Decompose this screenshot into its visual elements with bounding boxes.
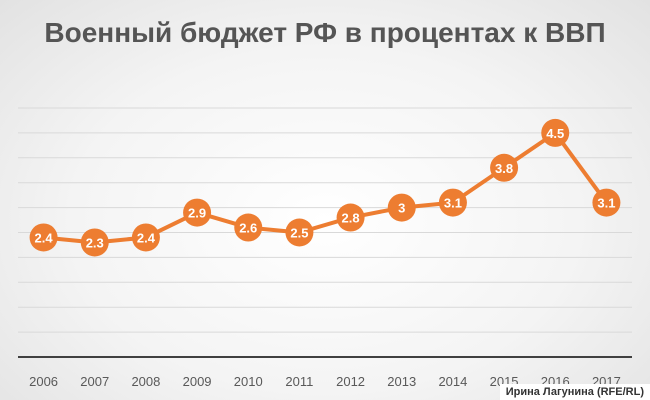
data-point [29,223,58,252]
x-tick-label: 2006 [29,374,58,389]
chart-title: Военный бюджет РФ в процентах к ВВП [44,17,606,48]
data-point [541,118,570,147]
data-point [490,153,519,182]
data-label: 2.4 [35,230,54,245]
x-tick-label: 2011 [285,374,313,389]
x-tick-label: 2008 [131,374,160,389]
x-tick-label: 2013 [387,374,416,389]
data-point [438,188,467,217]
data-label: 3.8 [495,161,513,176]
data-point [234,213,263,242]
data-label: 2.4 [137,230,156,245]
data-point [131,223,160,252]
series-line [43,130,609,245]
data-label: 4.5 [546,126,564,141]
data-point [387,193,416,222]
data-label: 2.6 [239,221,257,236]
x-tick-label: 2009 [183,374,212,389]
gridlines [18,107,632,333]
data-label: 2.9 [188,206,206,221]
data-label: 2.5 [290,226,308,241]
x-tick-label: 2010 [234,374,263,389]
data-point [336,203,365,232]
data-label: 3.1 [597,196,615,211]
data-point [80,228,109,257]
x-tick-label: 2007 [80,374,109,389]
series-line-group: 2.4 2.3 2.4 2.9 2.6 2.5 2.8 3 3.1 3.8 4.5 3.1 [29,118,621,257]
data-label: 3.1 [444,196,462,211]
x-tick-label: 2014 [438,374,467,389]
data-label: 2.3 [86,235,104,250]
data-point [183,198,212,227]
x-tick-label: 2012 [336,374,365,389]
image-credit: Ирина Лагунина (RFE/RL) [499,384,650,400]
data-point [592,188,621,217]
data-label: 3 [398,201,405,216]
data-point [285,218,314,247]
data-label: 2.8 [342,211,360,226]
